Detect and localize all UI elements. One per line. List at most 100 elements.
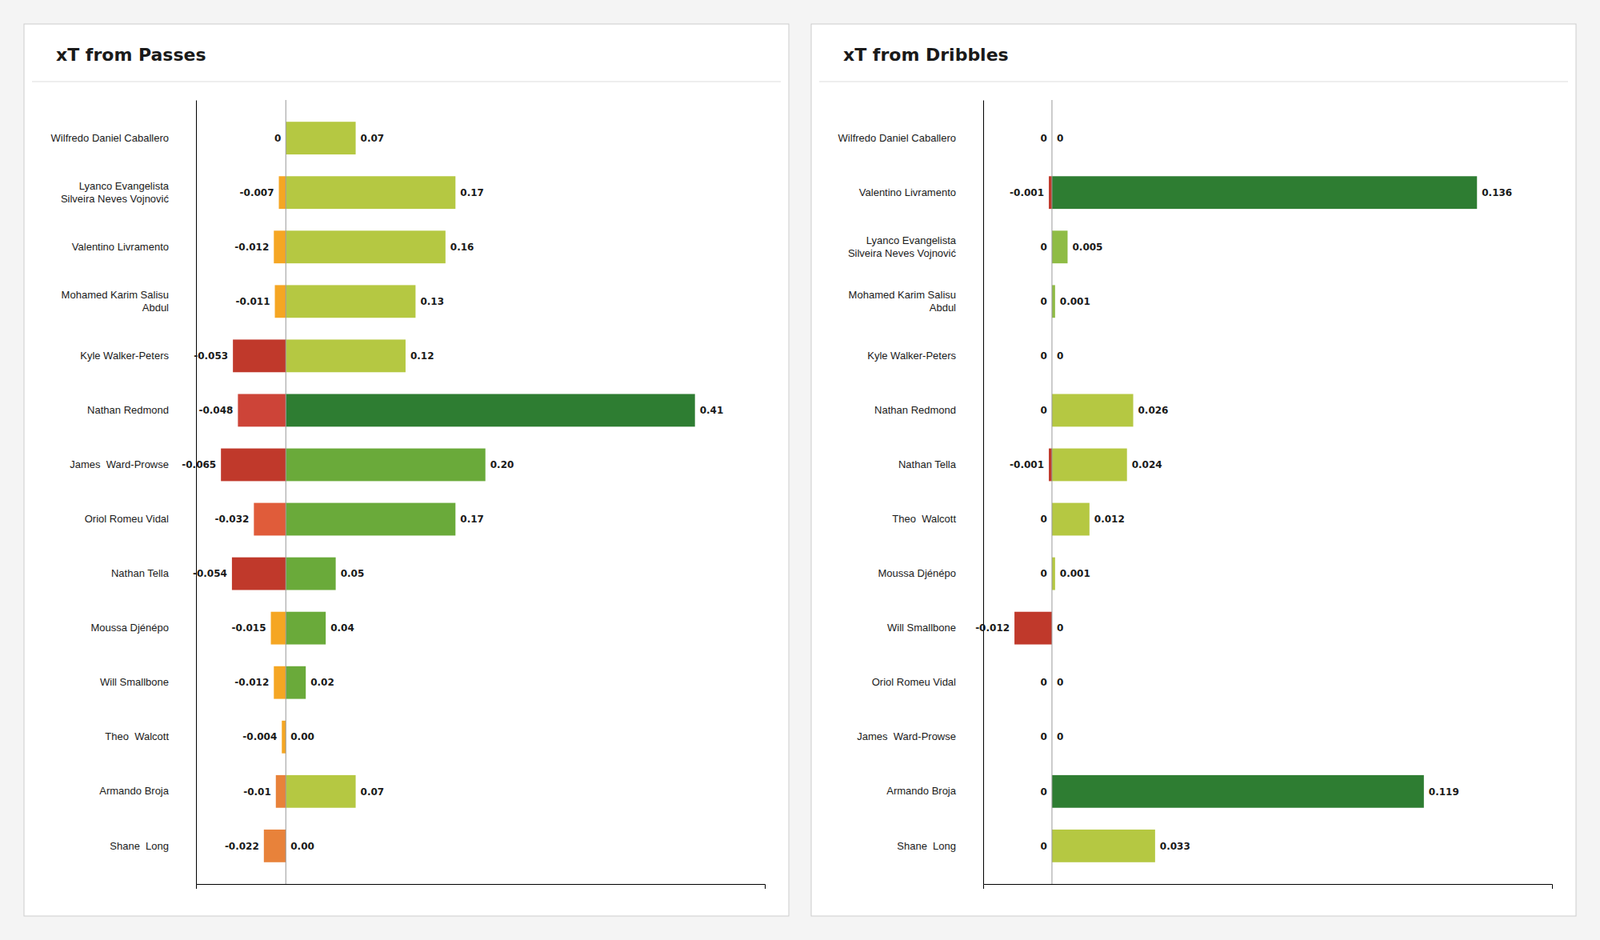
- data-label: 0.00: [290, 731, 315, 743]
- y-tick-label-line: Moussa Djénépo: [90, 621, 169, 634]
- y-tick-label: Wilfredo Daniel Caballero: [51, 132, 169, 144]
- data-label: 0: [1040, 296, 1048, 308]
- bar: [232, 339, 286, 372]
- y-tick-label-line: Armando Broja: [99, 784, 169, 797]
- y-tick-label: Moussa Djénépo: [877, 567, 956, 580]
- bar: [1052, 829, 1156, 863]
- zero-line: [1051, 100, 1052, 884]
- y-tick-label: Theo Walcott: [892, 512, 956, 525]
- y-tick-label: James Ward-Prowse: [69, 458, 169, 471]
- data-label: 0: [1040, 132, 1048, 144]
- y-tick-label-line: Theo Walcott: [104, 730, 169, 743]
- x-axis-line: [196, 884, 766, 890]
- data-label: 0: [1040, 350, 1048, 362]
- y-tick-label-line: Wilfredo Daniel Caballero: [51, 132, 169, 144]
- data-label: 0.41: [700, 404, 724, 416]
- bar: [1052, 230, 1068, 264]
- y-tick-label-line: Valentino Livramento: [72, 240, 169, 253]
- x-axis: [984, 884, 1553, 890]
- bar: [237, 394, 286, 428]
- data-label: -0.022: [224, 840, 260, 852]
- y-tick-label-line: Kyle Walker-Peters: [867, 349, 956, 362]
- data-label: 0: [1056, 731, 1064, 743]
- page: xT from Passes Wilfredo Daniel Caballero L…: [0, 0, 1600, 940]
- bar: [285, 230, 446, 264]
- data-label: -0.032: [214, 513, 249, 525]
- y-tick-label: Oriol Romeu Vidal: [872, 676, 956, 688]
- data-label: 0.026: [1138, 404, 1169, 416]
- bar: [281, 720, 286, 754]
- y-axis-line: [983, 100, 984, 885]
- data-label: 0.04: [330, 622, 355, 634]
- y-tick: Armando Broja: [99, 784, 196, 797]
- y-tick-label: Nathan Redmond: [87, 404, 169, 416]
- y-tick-label: Theo Walcott: [104, 730, 169, 743]
- y-tick: Nathan Tella: [111, 567, 196, 580]
- bar-series: [285, 121, 695, 808]
- data-label: 0.136: [1481, 187, 1512, 199]
- data-label: 0: [1040, 731, 1048, 743]
- y-tick-label: Nathan Redmond: [874, 404, 956, 416]
- bar: [253, 503, 286, 536]
- bar: [1052, 284, 1056, 318]
- bar: [275, 284, 287, 318]
- y-tick: James Ward-Prowse: [69, 458, 196, 471]
- title: xT from Passes: [56, 44, 207, 65]
- data-label: 0.012: [1094, 513, 1125, 525]
- bar: [285, 666, 306, 700]
- data-label: 0: [1056, 676, 1064, 688]
- y-tick-label-line: Shane Long: [896, 840, 956, 852]
- y-tick: Nathan Redmond: [874, 404, 984, 416]
- bar: [1052, 503, 1090, 536]
- bar: [1052, 448, 1128, 482]
- data-label: 0.00: [290, 840, 315, 852]
- panel-background: [24, 24, 789, 916]
- zero-line: [285, 100, 287, 884]
- data-label: 0: [1056, 350, 1064, 362]
- y-tick-label: Moussa Djénépo: [90, 621, 169, 634]
- y-tick: Shane Long: [109, 840, 196, 852]
- data-label: 0.13: [420, 296, 444, 308]
- bars: [220, 100, 696, 884]
- bar: [279, 176, 287, 209]
- y-tick-label-line: Lyanco Evangelista: [79, 180, 170, 192]
- data-label: -0.048: [198, 404, 233, 416]
- data-label: 0.07: [360, 786, 385, 798]
- y-tick-label-line: Kyle Walker-Peters: [80, 349, 169, 362]
- data-label: -0.004: [242, 731, 277, 743]
- bar: [273, 230, 286, 264]
- bar: [1052, 775, 1424, 808]
- data-label: -0.001: [1009, 187, 1044, 199]
- data-label: 0.001: [1060, 296, 1091, 308]
- y-tick: Lyanco EvangelistaSilveira Neves Vojnovi…: [60, 180, 196, 205]
- y-tick-label-line: Abdul: [929, 301, 956, 314]
- y-tick-label-line: James Ward-Prowse: [856, 730, 956, 743]
- data-label: -0.012: [975, 622, 1010, 634]
- y-tick: Oriol Romeu Vidal: [872, 676, 984, 688]
- data-label: -0.01: [243, 786, 272, 798]
- y-tick: Mohamed Karim SalisuAbdul: [848, 288, 984, 314]
- y-tick-label: Lyanco EvangelistaSilveira Neves Vojnovi…: [848, 234, 957, 260]
- bar-series: [1052, 176, 1477, 863]
- y-tick-label: Valentino Livramento: [72, 240, 169, 253]
- data-labels: 0-0.0010000-0.00100-0.012000000.1360.005…: [975, 132, 1512, 852]
- bar: [220, 448, 286, 482]
- data-label: 0: [1056, 622, 1064, 634]
- bar: [1014, 612, 1052, 645]
- data-label: 0.005: [1072, 241, 1103, 253]
- title: xT from Dribbles: [843, 44, 1009, 65]
- data-label: 0.16: [450, 241, 475, 253]
- y-tick: Theo Walcott: [104, 730, 196, 743]
- y-tick: Moussa Djénépo: [877, 567, 984, 580]
- bar: [273, 666, 286, 700]
- y-tick-label: Mohamed Karim SalisuAbdul: [61, 288, 170, 314]
- y-tick-label-line: Mohamed Karim Salisu: [848, 288, 956, 301]
- y-tick-label: Will Smallbone: [887, 621, 956, 634]
- data-label: 0.17: [460, 513, 484, 525]
- plot: Wilfredo Daniel Caballero Lyanco Evangeli…: [51, 100, 766, 889]
- y-tick-label-line: Nathan Redmond: [87, 404, 169, 416]
- data-label: 0: [1040, 241, 1048, 253]
- bar: [1052, 176, 1477, 209]
- bar: [285, 503, 456, 536]
- plot: Wilfredo Daniel CaballeroValentino Livra…: [838, 100, 1553, 889]
